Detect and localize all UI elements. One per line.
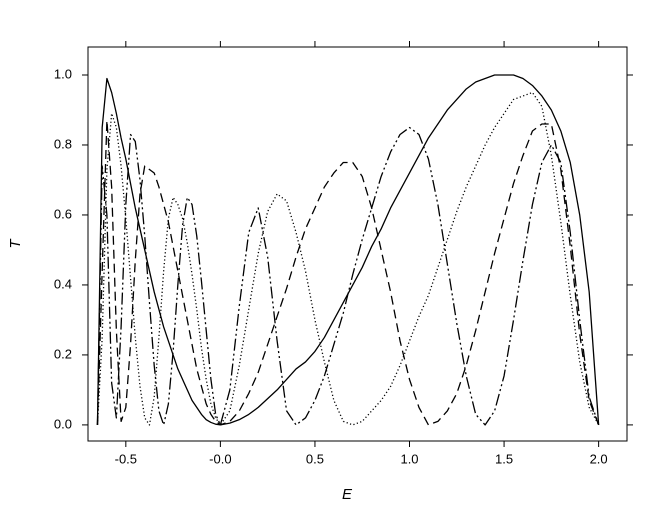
x-tick-label: 1.0 (400, 451, 418, 466)
y-tick-label: 0.6 (54, 206, 72, 221)
series-line (96, 126, 600, 426)
y-axis-label: T (7, 238, 24, 249)
y-tick-label: 0.0 (54, 416, 72, 431)
y-tick-label: 0.2 (54, 346, 72, 361)
x-tick-label: -0.0 (209, 451, 231, 466)
x-tick-label: 1.5 (495, 451, 513, 466)
x-tick-label: 2.0 (590, 451, 608, 466)
series-line (96, 74, 600, 426)
series-line (96, 119, 600, 426)
y-tick-label: 0.8 (54, 136, 72, 151)
x-tick-label: -0.5 (115, 451, 137, 466)
series-line (96, 91, 600, 426)
y-tick-label: 1.0 (54, 66, 72, 81)
plot-frame (87, 46, 628, 442)
y-tick-label: 0.4 (54, 276, 72, 291)
x-axis-label: E (342, 486, 353, 503)
x-tick-label: 0.5 (306, 451, 324, 466)
